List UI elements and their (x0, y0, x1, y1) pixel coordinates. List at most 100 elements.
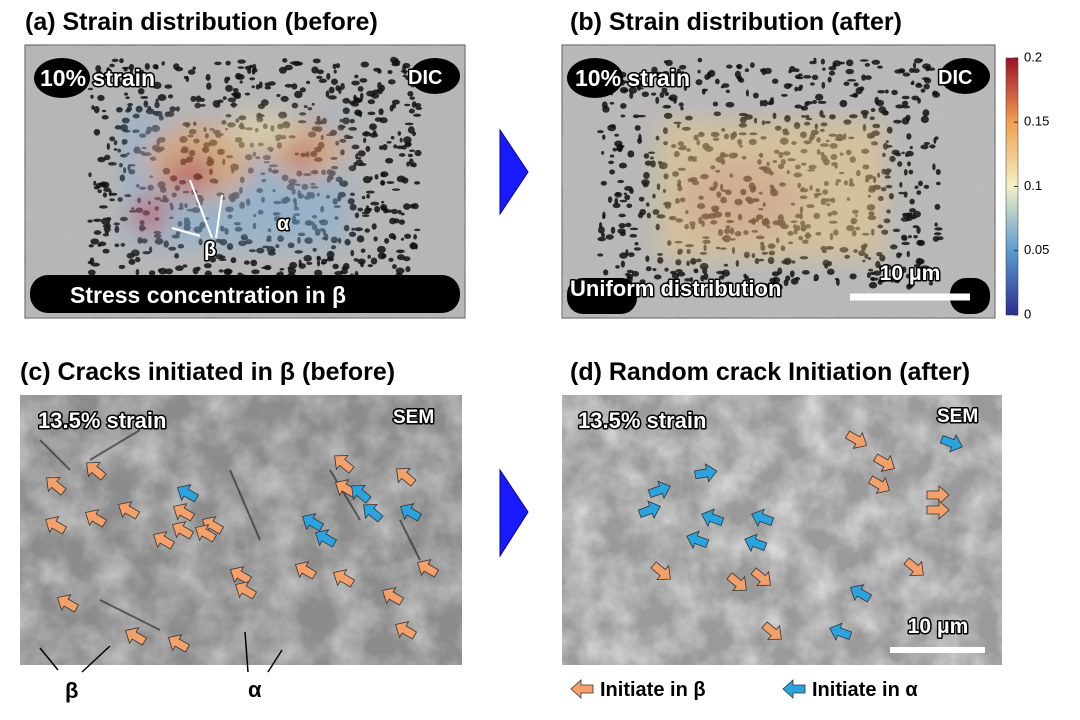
speckle (829, 114, 836, 120)
speckle (695, 79, 703, 86)
speckle (401, 145, 407, 150)
speckle (906, 213, 913, 222)
speckle (914, 185, 919, 189)
speckle (218, 269, 224, 273)
speckle (358, 162, 367, 167)
speckle (903, 191, 908, 198)
speckle (827, 76, 832, 83)
crack-arrow (744, 533, 768, 553)
speckle (90, 238, 99, 245)
speckle (721, 83, 730, 88)
speckle (155, 98, 159, 103)
speckle (338, 87, 342, 95)
speckle (204, 253, 211, 257)
speckle (902, 72, 911, 77)
speckle (922, 109, 930, 117)
speckle (885, 168, 892, 173)
speckle (347, 198, 355, 205)
speckle (912, 62, 917, 69)
speckle (114, 243, 120, 248)
speckle (128, 63, 135, 71)
speckle (343, 134, 351, 140)
speckle (618, 162, 628, 169)
speckle (348, 127, 357, 131)
speckle (372, 89, 380, 94)
speckle (367, 254, 371, 259)
panel-title: (b) Strain distribution (after) (570, 8, 902, 36)
speckle (657, 257, 664, 264)
speckle (119, 58, 124, 64)
crack-arrow (650, 561, 671, 580)
speckle (784, 115, 791, 123)
method-label: SEM (393, 407, 434, 428)
speckle (404, 103, 411, 107)
speckle (377, 68, 382, 74)
speckle (870, 277, 879, 281)
speckle (644, 160, 653, 166)
speckle (655, 71, 662, 75)
speckle (349, 203, 357, 211)
speckle (276, 94, 281, 98)
speckle (934, 136, 939, 140)
speckle (361, 214, 370, 217)
speckle (414, 243, 418, 250)
speckle (894, 151, 898, 155)
speckle (175, 265, 184, 271)
crack-arrow (726, 572, 747, 591)
speckle (214, 61, 222, 66)
speckle (848, 114, 858, 119)
speckle (608, 160, 615, 165)
speckle (342, 107, 350, 115)
speckle (931, 274, 938, 278)
speckle (390, 136, 395, 140)
speckle (650, 156, 654, 160)
speckle (264, 85, 272, 90)
speckle (113, 148, 118, 151)
speckle (406, 161, 410, 167)
speckle (643, 153, 650, 159)
speckle (390, 56, 398, 64)
crack-arrow (124, 627, 148, 646)
speckle (101, 115, 109, 120)
speckle (620, 114, 626, 118)
speckle (140, 95, 149, 99)
speckle (605, 234, 614, 240)
speckle (849, 273, 857, 280)
speckle (343, 224, 350, 232)
crack-arrow (294, 561, 318, 580)
speckle (355, 153, 359, 160)
speckle (113, 222, 120, 226)
speckle (408, 108, 415, 114)
speckle (395, 267, 405, 274)
speckle (306, 261, 313, 265)
speckle (889, 277, 896, 283)
speckle (600, 180, 607, 186)
speckle (618, 223, 626, 229)
speckle (226, 76, 231, 81)
method-label: SEM (937, 406, 978, 427)
speckle (667, 97, 675, 100)
speckle (836, 278, 840, 286)
speckle (359, 92, 364, 100)
speckle (770, 97, 774, 101)
speckle (767, 101, 774, 106)
strain-label: 13.5% strain (578, 408, 706, 433)
speckle (767, 256, 775, 265)
speckle (388, 233, 396, 240)
speckle (143, 74, 149, 80)
speckle (898, 191, 905, 195)
speckle (738, 112, 748, 117)
speckle (822, 259, 830, 267)
speckle (886, 209, 891, 214)
speckle (320, 261, 326, 265)
speckle (664, 91, 670, 96)
speckle (399, 137, 403, 143)
speckle (812, 99, 818, 104)
speckle (627, 252, 635, 258)
speckle (218, 258, 227, 262)
speckle (239, 80, 243, 84)
speckle (342, 97, 351, 104)
speckle (904, 153, 909, 157)
speckle (628, 87, 638, 94)
speckle (318, 78, 328, 83)
